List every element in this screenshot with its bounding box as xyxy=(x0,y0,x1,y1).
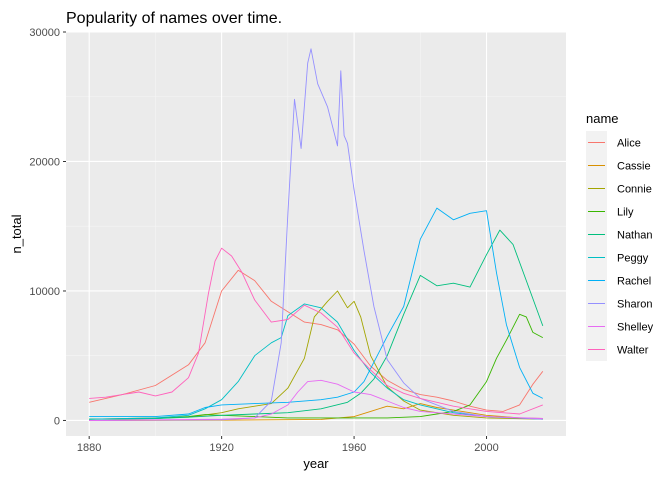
legend-label-sharon: Sharon xyxy=(617,299,652,311)
legend-label-rachel: Rachel xyxy=(617,276,651,288)
series-line-connie xyxy=(89,290,543,420)
chart-title: Popularity of names over time. xyxy=(66,10,282,27)
series-line-lily xyxy=(89,313,544,420)
series-line-cassie xyxy=(89,403,543,421)
x-tick-label: 1960 xyxy=(342,442,366,454)
x-axis: 1880 1920 1960 2000 xyxy=(77,436,499,454)
legend-label-walter: Walter xyxy=(617,345,649,357)
y-tick-label: 20000 xyxy=(29,156,60,168)
legend-label-peggy: Peggy xyxy=(617,253,649,265)
series-line-sharon xyxy=(89,48,543,421)
series-line-rachel xyxy=(89,207,544,418)
legend-label-alice: Alice xyxy=(617,138,641,150)
y-axis-title: n_total xyxy=(9,214,24,253)
legend-title: name xyxy=(586,111,619,126)
x-tick-label: 1880 xyxy=(77,442,101,454)
x-tick-label: 1920 xyxy=(209,442,233,454)
plot-panel xyxy=(66,32,566,436)
legend-label-cassie: Cassie xyxy=(617,161,651,173)
legend-label-shelley: Shelley xyxy=(617,322,654,334)
series-lines xyxy=(89,48,544,421)
series-line-walter xyxy=(89,247,543,415)
x-tick-label: 2000 xyxy=(474,442,498,454)
legend-label-connie: Connie xyxy=(617,184,652,196)
y-axis: 0 10000 20000 30000 xyxy=(29,27,66,427)
y-tick-label: 0 xyxy=(54,415,60,427)
minor-gridlines xyxy=(66,32,566,436)
series-line-shelley xyxy=(89,379,543,421)
y-tick-label: 30000 xyxy=(29,27,60,39)
y-tick-label: 10000 xyxy=(29,286,60,298)
series-line-nathan xyxy=(89,229,544,420)
legend-label-lily: Lily xyxy=(617,207,634,219)
legend: name Alice Cassie Connie Lily Nathan Peggy Rac… xyxy=(586,111,654,361)
x-axis-title: year xyxy=(303,456,329,471)
legend-label-nathan: Nathan xyxy=(617,230,652,242)
series-line-peggy xyxy=(89,303,543,420)
